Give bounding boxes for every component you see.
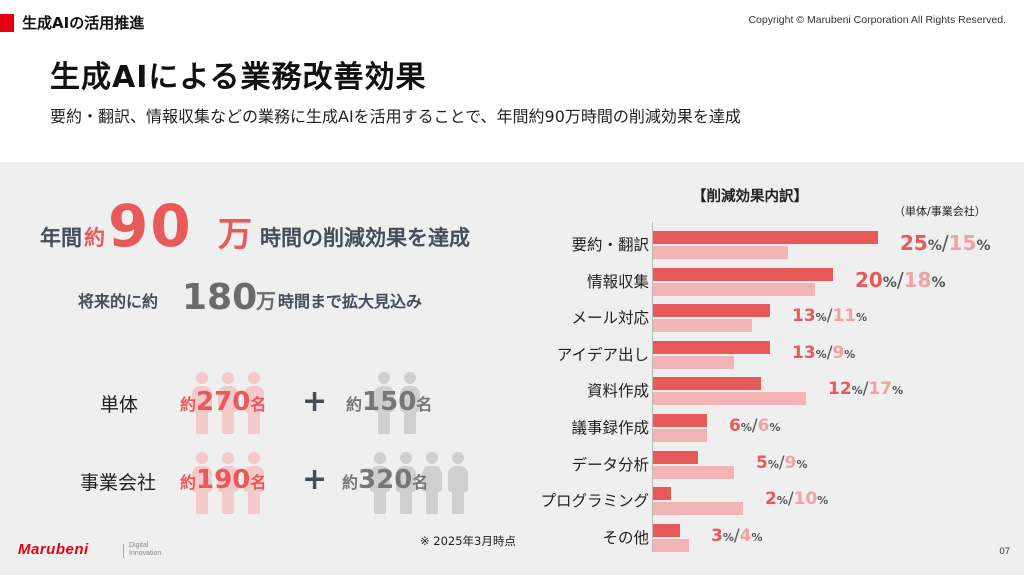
subline-unit: 万: [256, 289, 276, 313]
row-label-jigyo: 事業会社: [80, 472, 157, 494]
person-icon: [190, 372, 214, 434]
logo-subtext: Digital Innovation: [129, 542, 161, 558]
category-label: メール対応: [571, 309, 649, 328]
value-label: 25%/15%: [900, 231, 991, 255]
logo-sub-line1: Digital: [129, 542, 149, 549]
bar-tantai: [653, 377, 761, 391]
count-prefix: 約: [180, 395, 197, 414]
bar-jigyo: [653, 502, 743, 516]
content-panel: [0, 162, 1024, 575]
logo-sub-line2: Innovation: [129, 550, 162, 557]
value-label: 6%/6%: [729, 416, 781, 436]
bar-tantai: [653, 450, 698, 464]
top-bar: 生成AIの活用推進 Copyright © Marubeni Corporati…: [0, 0, 1024, 40]
person-icon: [394, 452, 418, 514]
headline-unit: 万: [218, 215, 252, 255]
count-jigyo-right: 約320名: [342, 465, 428, 495]
category-label: 要約・翻訳: [571, 236, 649, 254]
section-marker: [0, 14, 14, 32]
bar-jigyo: [653, 319, 752, 333]
bar-jigyo: [653, 246, 788, 259]
category-label: 議事録作成: [571, 419, 649, 437]
bar-tantai: [653, 231, 878, 244]
marubeni-logo: Marubeni: [18, 541, 89, 558]
people-icons-tantai-right: [372, 372, 422, 434]
bar-jigyo: [653, 429, 707, 442]
bar-tantai: [653, 523, 680, 537]
count-number: 320: [358, 465, 413, 495]
chart-unit-label: （単体/事業会社）: [894, 205, 986, 218]
person-icon: [190, 452, 214, 514]
count-number: 270: [196, 387, 251, 417]
count-suffix: 名: [416, 395, 433, 414]
bar-tantai: [653, 267, 833, 281]
category-label: 資料作成: [586, 382, 649, 401]
people-icons-jigyo-right: [368, 452, 470, 514]
bar-jigyo: [653, 392, 806, 406]
subline-prefix: 将来的に約: [78, 292, 159, 311]
count-prefix: 約: [346, 395, 363, 414]
count-tantai-right: 約150名: [346, 387, 432, 417]
page-subtitle: 要約・翻訳、情報収集などの業務に生成AIを活用することで、年間約90万時間の削減…: [50, 107, 741, 126]
person-icon: [242, 372, 266, 434]
bar-jigyo: [653, 465, 734, 479]
bar-tantai: [653, 304, 770, 318]
category-label: アイデア出し: [556, 345, 649, 364]
value-label: 20%/18%: [855, 267, 946, 292]
subline-number: 180: [182, 277, 258, 318]
bar-jigyo: [653, 282, 815, 296]
person-icon: [368, 452, 392, 514]
page-title: 生成AIによる業務改善効果: [50, 60, 427, 95]
chart-axis: [652, 222, 653, 552]
count-prefix: 約: [342, 473, 359, 492]
count-number: 150: [362, 387, 417, 417]
value-label: 13%/11%: [792, 306, 868, 327]
person-icon: [398, 372, 422, 434]
bar-tantai: [653, 487, 671, 501]
category-label: データ分析: [571, 455, 649, 474]
count-jigyo-left: 約190名: [180, 465, 266, 495]
count-suffix: 名: [250, 473, 267, 492]
count-prefix: 約: [180, 473, 197, 492]
value-label: 13%/9%: [792, 342, 856, 363]
category-label: プログラミング: [540, 492, 649, 511]
date-note: ※ 2025年3月時点: [420, 534, 516, 548]
logo-divider: [123, 544, 124, 558]
person-icon: [372, 372, 396, 434]
category-label: 情報収集: [586, 272, 649, 291]
value-label: 2%/10%: [765, 489, 829, 510]
value-label: 12%/17%: [828, 379, 904, 400]
person-icon: [216, 372, 240, 434]
person-icon: [446, 452, 470, 514]
person-icon: [420, 452, 444, 514]
row-label-tantai: 単体: [100, 394, 139, 416]
bar-jigyo: [653, 355, 734, 369]
value-label: 5%/9%: [756, 452, 808, 473]
plus-sign: +: [302, 384, 328, 419]
headline-suffix: 時間の削減効果を達成: [260, 226, 470, 250]
section-label: 生成AIの活用推進: [22, 14, 145, 32]
person-icon: [242, 452, 266, 514]
chart-title: 【削減効果内訳】: [692, 189, 808, 205]
value-label: 3%/4%: [711, 525, 763, 546]
category-label: その他: [602, 528, 649, 547]
headline-number: 90: [108, 192, 193, 260]
plus-sign: +: [302, 462, 328, 497]
people-icons-tantai-left: [190, 372, 266, 434]
headline-approx: 約: [84, 226, 105, 250]
count-number: 190: [196, 465, 251, 495]
bar-jigyo: [653, 538, 689, 552]
person-icon: [216, 452, 240, 514]
subline-suffix: 時間まで拡大見込み: [278, 292, 423, 311]
people-icons-jigyo-left: [190, 452, 266, 514]
headline-prefix: 年間: [40, 226, 82, 250]
page-number: 07: [999, 546, 1010, 557]
copyright: Copyright © Marubeni Corporation All Rig…: [748, 14, 1006, 26]
count-tantai-left: 約270名: [180, 387, 266, 417]
bar-tantai: [653, 414, 707, 427]
count-suffix: 名: [250, 395, 267, 414]
bar-tantai: [653, 340, 770, 354]
count-suffix: 名: [412, 473, 429, 492]
